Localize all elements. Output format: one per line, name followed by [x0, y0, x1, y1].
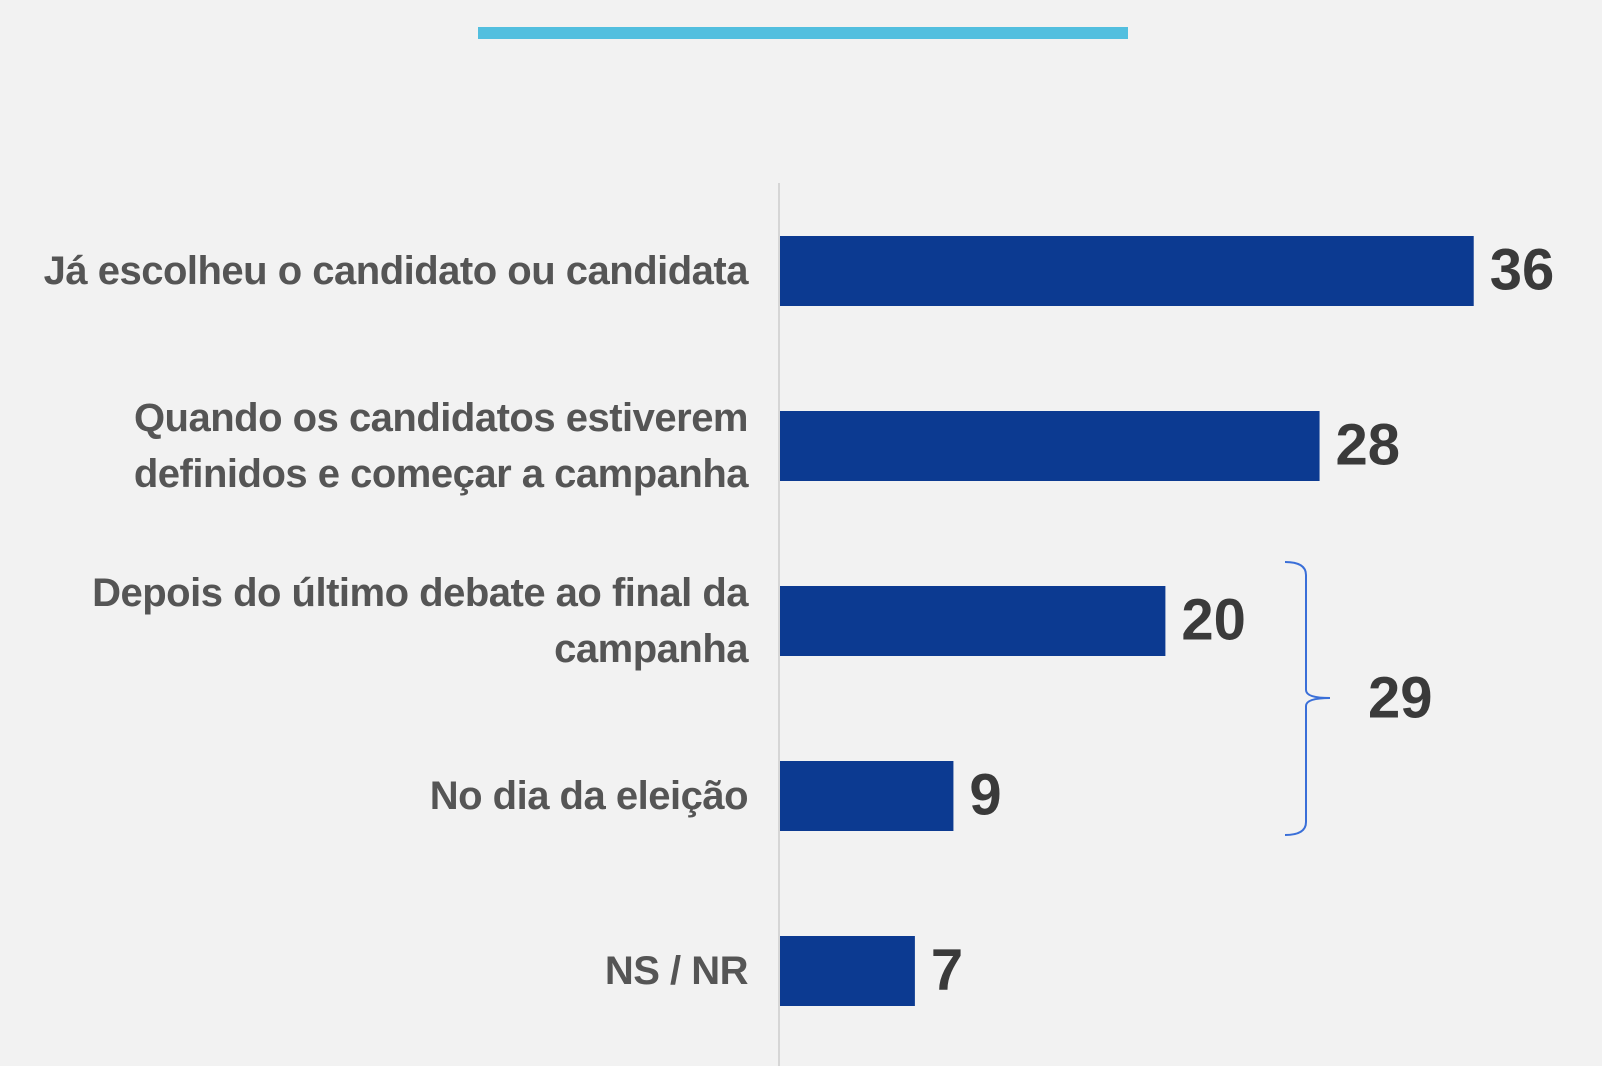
bar: [780, 411, 1320, 481]
value-label: 20: [1181, 587, 1246, 652]
bar: [780, 761, 954, 831]
bar: [780, 936, 915, 1006]
category-label: Quando os candidatos estiverem definidos…: [133, 396, 749, 496]
bracket: [1284, 561, 1331, 836]
value-label: 28: [1336, 412, 1401, 477]
category-label: No dia da eleição: [429, 774, 749, 818]
category-label: Já escolheu o candidato ou candidata: [43, 249, 749, 293]
annotation: 29: [1368, 665, 1433, 730]
category-label: NS / NR: [604, 949, 749, 993]
value-label: 36: [1490, 237, 1555, 302]
bar: [780, 586, 1166, 656]
value-label: 7: [931, 937, 963, 1002]
bar: [780, 236, 1474, 306]
category-label: Depois do último debate ao final da camp…: [92, 571, 748, 671]
value-label: 9: [969, 762, 1001, 827]
header-accent: [478, 27, 1128, 39]
